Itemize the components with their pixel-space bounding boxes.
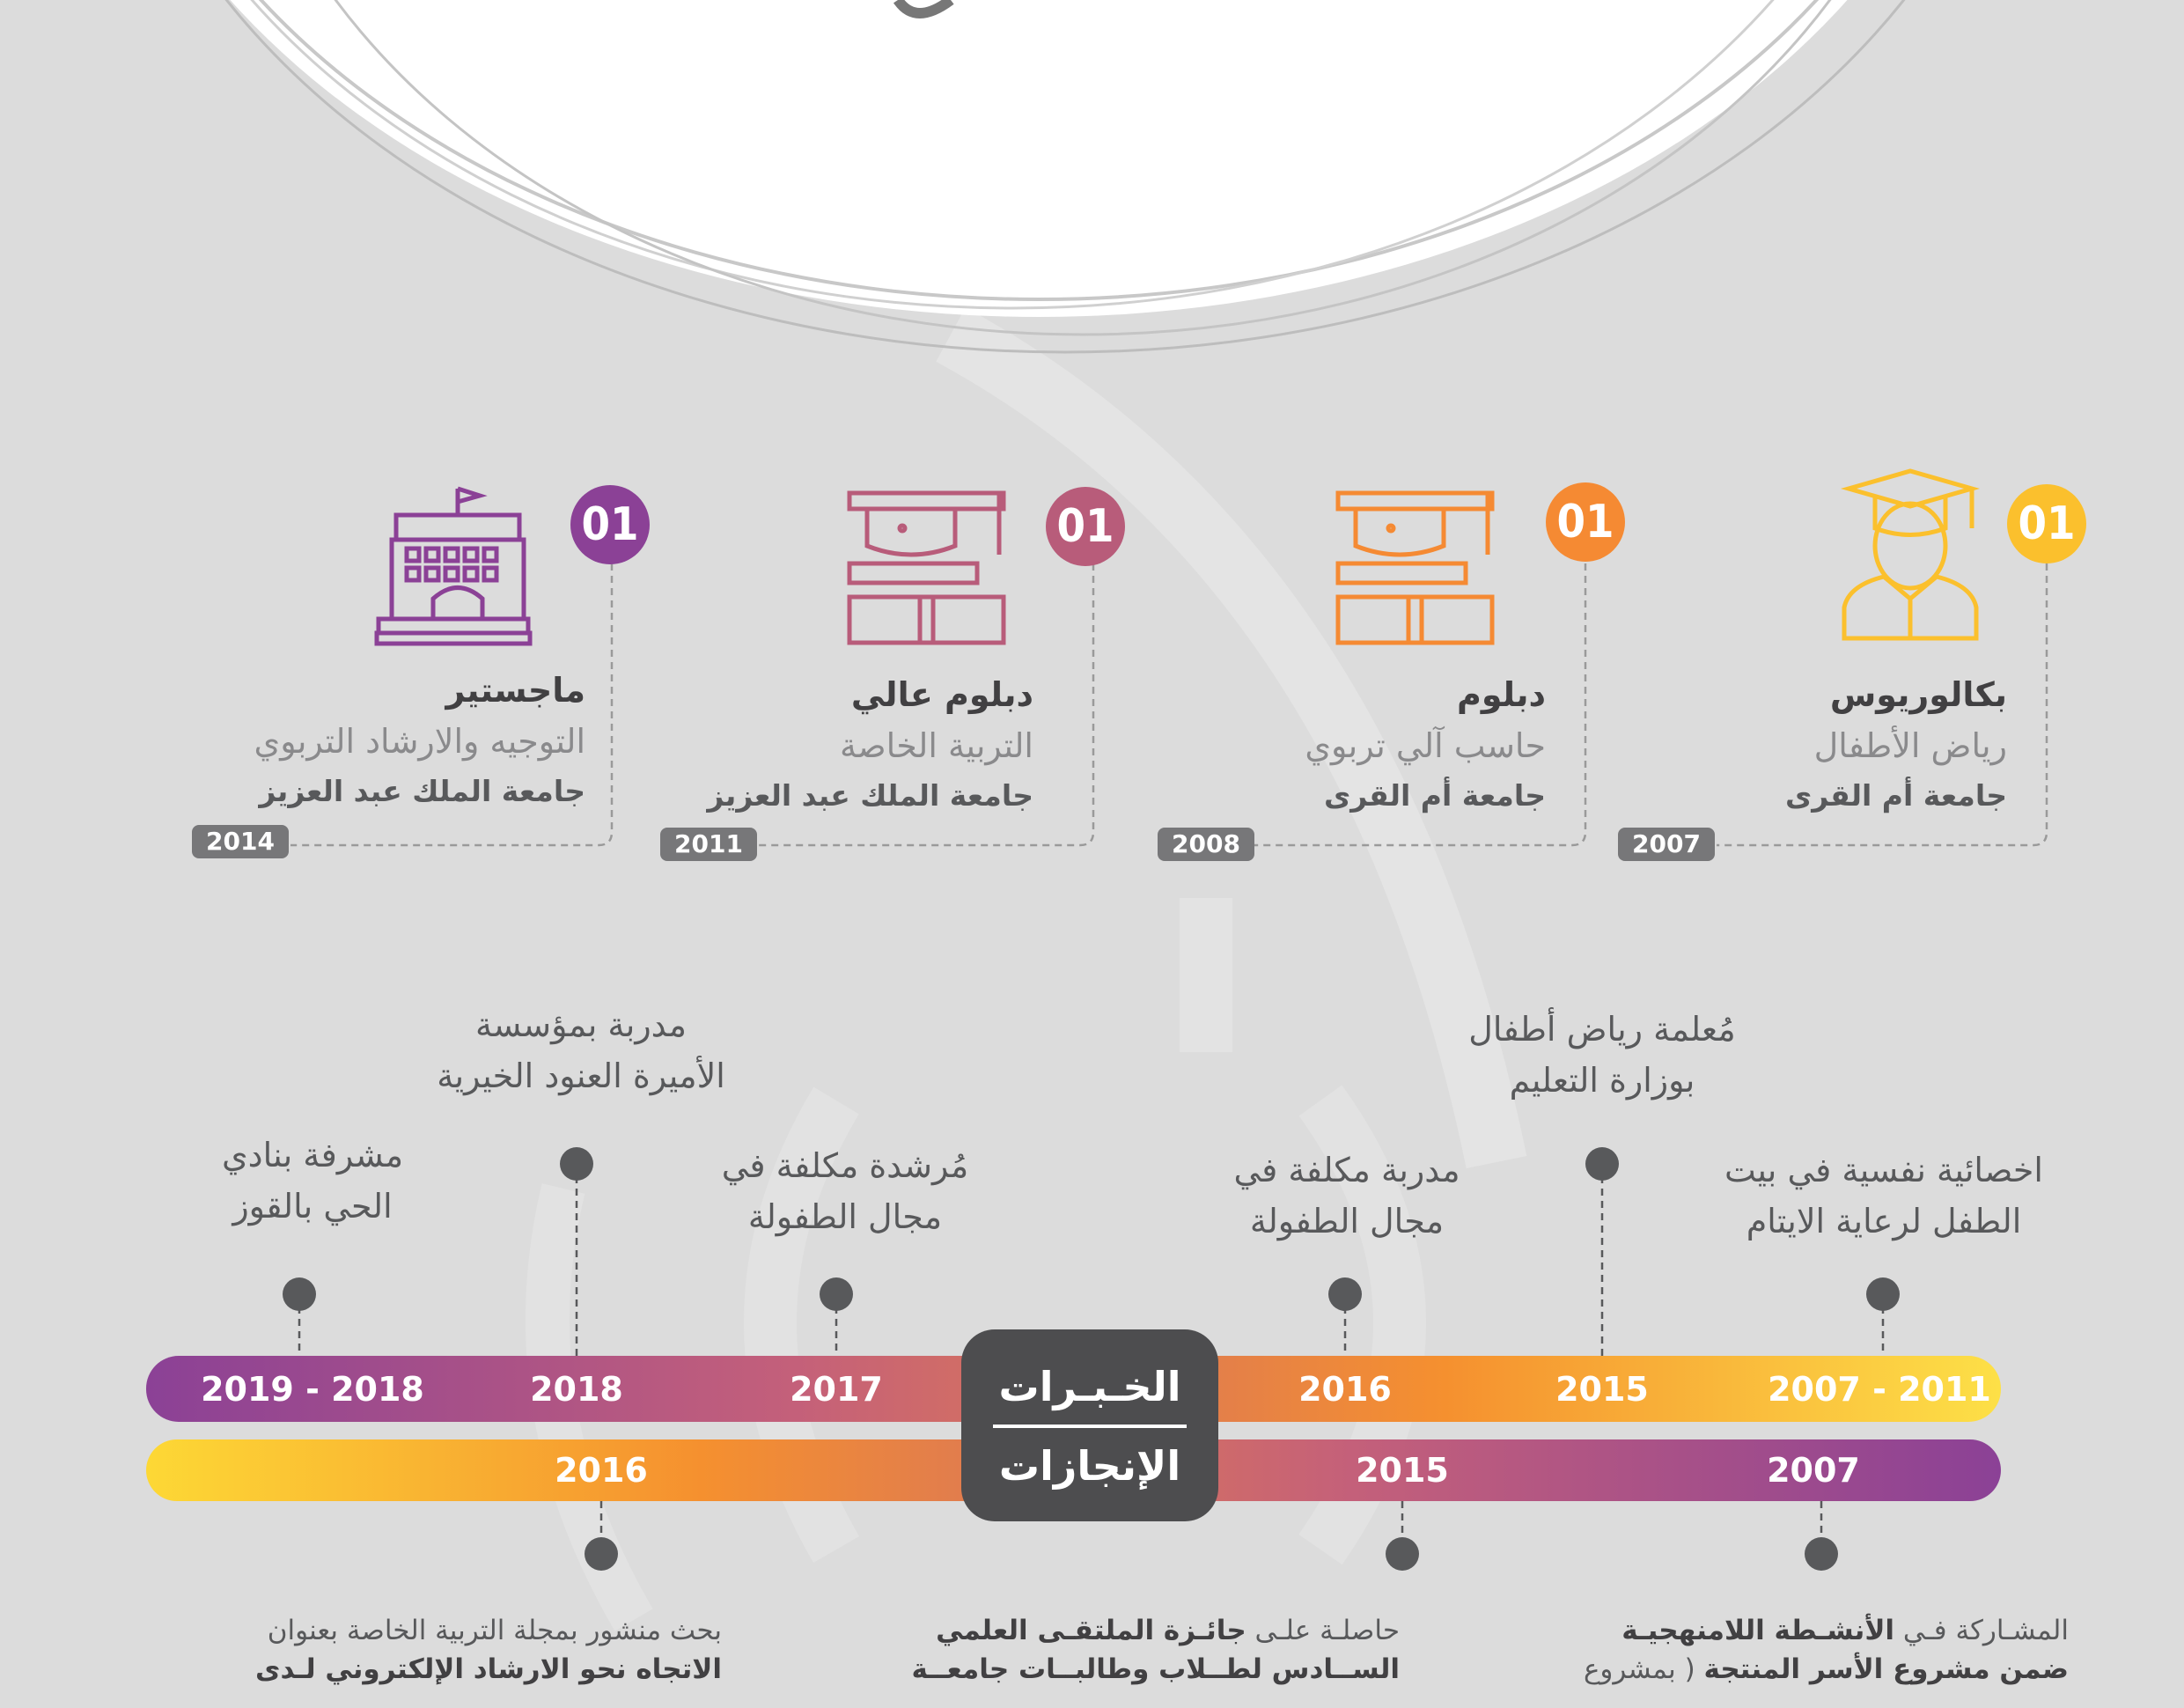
job-line: مُرشدة مكلفة في [721, 1146, 969, 1185]
achievement-year: 2015 [1356, 1451, 1449, 1490]
job-line: مشرفة بنادي [221, 1136, 404, 1174]
experience-year: 2019 - 2018 [201, 1370, 424, 1409]
degree-field: حاسب آلي تربوي [1305, 726, 1546, 765]
degree-field: التوجيه والارشاد التربوي [254, 722, 585, 761]
achievement-line: المشـاركة فـي الأنشـطة اللامنهجيـة [1621, 1615, 2069, 1646]
degree-field: التربية الخاصة [840, 726, 1033, 765]
degree-university: جامعة أم القرى [1324, 778, 1546, 813]
year-pill-masters: 2014 [192, 825, 289, 858]
education-higher-diploma: دبلوم عالي التربية الخاصة جامعة الملك عب… [540, 669, 1033, 821]
experience-heading: الخـبـرات [998, 1363, 1181, 1410]
job-line: الطفل لرعاية الايتام [1746, 1202, 2022, 1241]
experience-year: 2007 - 2011 [1768, 1370, 1991, 1409]
job-counselor-childhood: مُرشدة مكلفة في مجال الطفولة [669, 1140, 1021, 1242]
achievement-line: حاصلـة علـى جائـزة الملتقـى العلمي [936, 1615, 1400, 1646]
job-line: بوزارة التعليم [1509, 1061, 1695, 1100]
degree-university: جامعة الملك عبد العزيز [707, 778, 1033, 813]
timeline-center-label: الخـبـرات الإنجازات [961, 1329, 1218, 1521]
job-line: مُعلمة رياض أطفال [1468, 1010, 1736, 1049]
job-club-supervisor: مشرفة بنادي الحي بالقوز [176, 1130, 449, 1232]
degree-title: بكالوريوس [1829, 675, 2007, 714]
achievement-line: الســادس لطــلاب وطالبــات جامعــة [911, 1653, 1400, 1685]
degree-title: ماجستير [445, 671, 585, 710]
year-pill-diploma: 2008 [1158, 828, 1254, 861]
achievement-research: بحث منشور بمجلة التربية الخاصة بعنوان ال… [176, 1611, 722, 1689]
education-bachelor: بكالوريوس رياض الأطفال جامعة أم القرى [1514, 669, 2007, 821]
experience-year: 2017 [790, 1370, 883, 1409]
job-line: الحي بالقوز [232, 1187, 393, 1226]
year-pill-bachelor: 2007 [1618, 828, 1715, 861]
job-line: مدربة مكلفة في [1233, 1151, 1460, 1189]
graduate-icon [1840, 468, 1981, 641]
job-trainer-foundation: مدربة بمؤسسة الأميرة العنود الخيرية [379, 999, 783, 1101]
degree-university: جامعة أم القرى [1785, 778, 2007, 813]
center-divider [993, 1425, 1187, 1428]
degree-title: دبلوم عالي [850, 675, 1033, 714]
job-line: مدربة بمؤسسة [475, 1005, 687, 1044]
experience-year: 2015 [1555, 1370, 1649, 1409]
badge-bachelor: 01 [2007, 484, 2086, 563]
year-pill-higher-diploma: 2011 [660, 828, 757, 861]
degree-field: رياض الأطفال [1813, 726, 2007, 765]
job-psychologist: اخصائية نفسية في بيت الطفل لرعاية الايتا… [1673, 1145, 2095, 1247]
achievement-year: 2007 [1767, 1451, 1860, 1490]
badge-masters: 01 [570, 485, 650, 564]
job-line: مجال الطفولة [747, 1197, 943, 1236]
achievement-line: بحث منشور بمجلة التربية الخاصة بعنوان [267, 1615, 722, 1646]
job-line: اخصائية نفسية في بيت [1724, 1151, 2043, 1189]
degree-university: جامعة الملك عبد العزيز [259, 774, 585, 808]
achievement-line: ضمن مشروع الأسر المنتجة ( بمشروع [1583, 1653, 2069, 1685]
achievements-heading: الإنجازات [998, 1442, 1181, 1490]
badge-higher-diploma: 01 [1046, 487, 1125, 566]
achievement-award: حاصلـة علـى جائـزة الملتقـى العلمي الســ… [845, 1611, 1400, 1689]
education-masters: ماجستير التوجيه والارشاد التربوي جامعة ا… [92, 665, 585, 816]
job-kindergarten-teacher: مُعلمة رياض أطفال بوزارة التعليم [1391, 1004, 1813, 1106]
achievement-productive-families: المشـاركة فـي الأنشـطة اللامنهجيـة ضمن م… [1514, 1611, 2069, 1689]
achievement-year: 2016 [555, 1451, 648, 1490]
job-line: مجال الطفولة [1249, 1202, 1445, 1241]
experience-year: 2016 [1298, 1370, 1392, 1409]
achievement-line: الاتجاه نحو الارشاد الإلكتروني لـدى [255, 1653, 722, 1685]
job-line: الأميرة العنود الخيرية [437, 1056, 725, 1095]
job-trainer-childhood: مدربة مكلفة في مجال الطفولة [1171, 1145, 1523, 1247]
badge-diploma: 01 [1546, 482, 1625, 562]
degree-title: دبلوم [1457, 675, 1546, 714]
experience-year: 2018 [530, 1370, 623, 1409]
education-diploma: دبلوم حاسب آلي تربوي جامعة أم القرى [1053, 669, 1546, 821]
